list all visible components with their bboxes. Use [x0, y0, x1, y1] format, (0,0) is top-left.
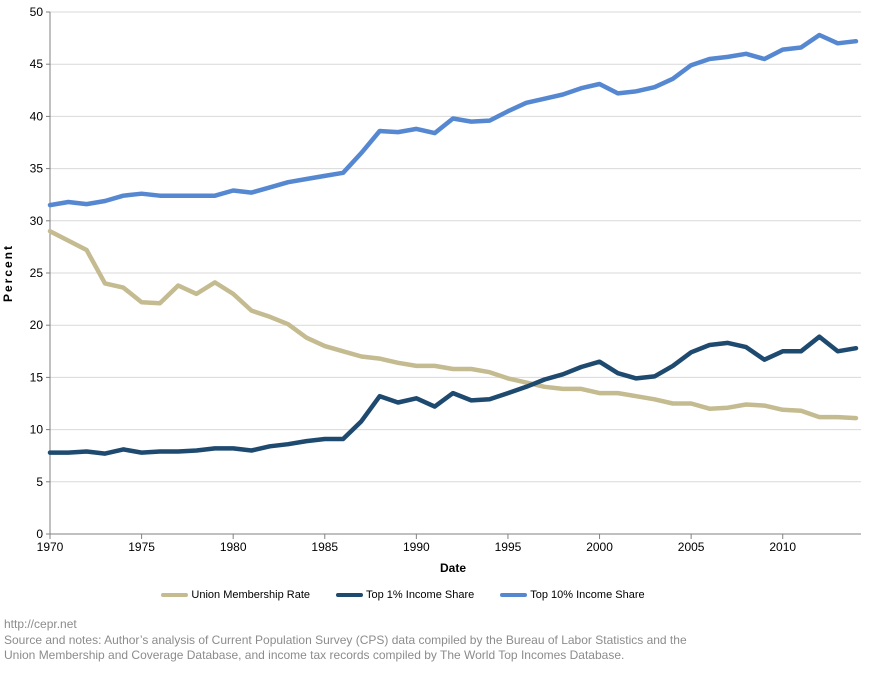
x-tick-label: 1975	[128, 540, 155, 554]
series-line-top-1-income-share	[47, 334, 859, 456]
legend-label: Union Membership Rate	[191, 589, 311, 601]
y-tick-label: 50	[30, 5, 44, 19]
union-membership-rate-line-swatch	[161, 593, 189, 597]
source-notes-line-1: Source and notes: Author’s analysis of C…	[4, 632, 687, 647]
y-tick-label: 35	[30, 162, 44, 176]
chart-legend: Union Membership Rate Top 1% Income Shar…	[0, 589, 872, 601]
source-url: http://cepr.net	[4, 617, 77, 631]
x-tick-label: 2010	[769, 540, 796, 554]
legend-item-union-membership-rate: Union Membership Rate	[161, 589, 310, 601]
gridlines	[50, 11, 861, 483]
x-axis-title: Date	[440, 561, 466, 575]
series-line-top-10-income-share	[47, 32, 859, 208]
x-tick-label: 1995	[495, 540, 522, 554]
legend-item-top-1-income-share: Top 1% Income Share	[336, 589, 474, 601]
source-notes: http://cepr.net Source and notes: Author…	[4, 617, 864, 664]
y-tick-label: 30	[30, 214, 44, 228]
top-1-income-share-line-swatch	[336, 593, 364, 597]
y-axis-title: Percent	[1, 244, 15, 302]
tick-labels: 0 5 10 15 20 25 30 35 40 45 50 1970 1975 1980 1985 1990…	[30, 5, 797, 554]
y-tick-label: 20	[30, 318, 44, 332]
axes	[46, 11, 861, 539]
source-notes-line-2: Union Membership and Coverage Database, …	[4, 648, 625, 662]
y-tick-label: 10	[30, 423, 44, 437]
x-tick-label: 1970	[37, 540, 64, 554]
x-tick-label: 1990	[403, 540, 430, 554]
y-tick-label: 25	[30, 266, 44, 280]
y-tick-label: 40	[30, 109, 44, 123]
top-10-income-share-line-swatch	[500, 593, 528, 597]
x-tick-label: 1980	[220, 540, 247, 554]
y-tick-label: 45	[30, 57, 44, 71]
legend-label: Top 10% Income Share	[530, 589, 645, 601]
y-tick-label: 5	[36, 475, 43, 489]
y-tick-label: 15	[30, 370, 44, 384]
legend-item-top-10-income-share: Top 10% Income Share	[500, 589, 645, 601]
y-tick-label: 0	[36, 527, 43, 541]
series-line-union-membership-rate	[47, 228, 859, 421]
legend-label: Top 1% Income Share	[366, 589, 475, 601]
x-tick-label: 2000	[586, 540, 613, 554]
x-tick-label: 1985	[311, 540, 338, 554]
x-tick-label: 2005	[678, 540, 705, 554]
series-lines	[47, 32, 859, 456]
